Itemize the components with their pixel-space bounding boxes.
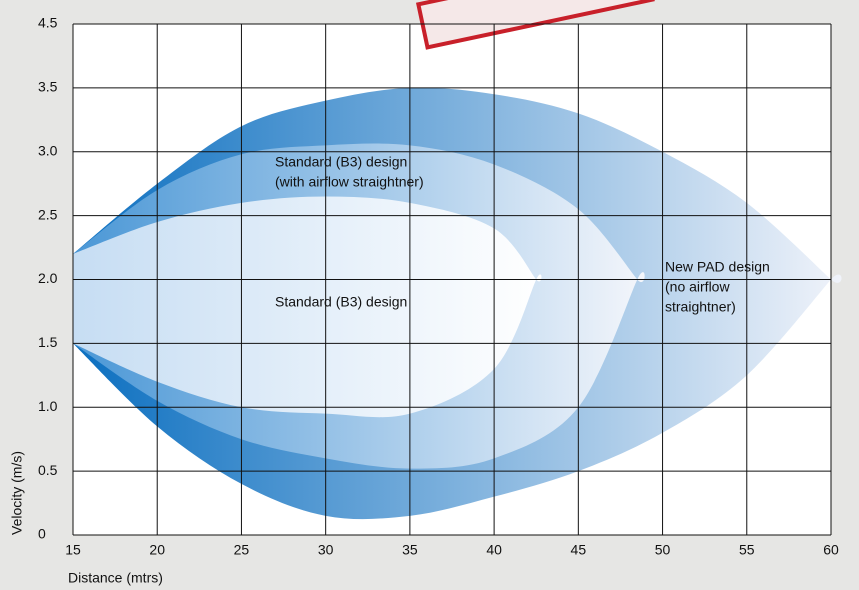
x-tick-label: 55 [739,542,755,558]
x-tick-label: 50 [655,542,671,558]
x-tick-label: 20 [149,542,165,558]
annotation: New PAD design [665,259,770,275]
y-tick-label: 3.0 [38,142,58,158]
y-tick-label: 0 [38,526,46,542]
x-tick-label: 45 [571,542,587,558]
annotation: (with airflow straightner) [275,174,424,190]
stamp [415,0,655,50]
envelope-area [73,196,542,418]
y-tick-label: 2.0 [38,270,58,286]
x-tick-label: 30 [318,542,334,558]
y-tick-label: 0.5 [38,462,58,478]
annotation: Standard (B3) design [275,294,407,310]
x-tick-label: 40 [486,542,502,558]
annotation: (no airflow [665,279,730,295]
x-tick-label: 35 [402,542,418,558]
y-axis-label: Velocity (m/s) [9,451,25,535]
y-tick-label: 4.5 [38,15,58,31]
y-tick-label: 1.5 [38,334,58,350]
y-tick-label: 1.0 [38,398,58,414]
x-tick-label: 15 [65,542,81,558]
annotation: Standard (B3) design [275,154,407,170]
annotation: straightner) [665,299,736,315]
y-tick-label: 3.5 [38,79,58,95]
x-tick-label: 25 [234,542,250,558]
x-axis-label: Distance (mtrs) [68,570,163,586]
x-tick-label: 60 [823,542,839,558]
y-tick-label: 2.5 [38,206,58,222]
